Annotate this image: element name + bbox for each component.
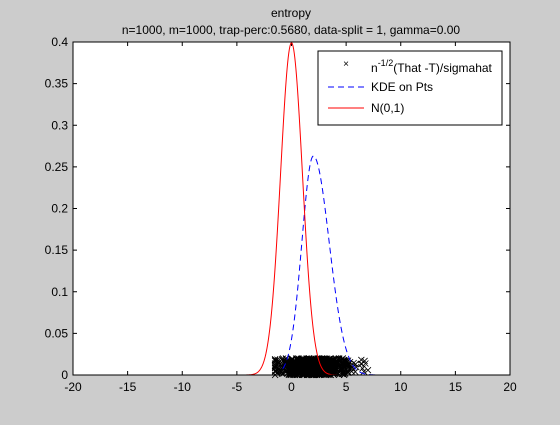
- x-tick-label: 5: [343, 380, 350, 394]
- y-tick-label: 0: [61, 368, 68, 382]
- x-tick-label: 10: [394, 380, 408, 394]
- y-tick-label: 0.35: [45, 77, 69, 91]
- x-tick-label: -20: [64, 380, 82, 394]
- y-tick-label: 0.2: [51, 202, 68, 216]
- chart-title: entropy: [271, 6, 311, 20]
- x-tick-label: 0: [288, 380, 295, 394]
- y-tick-label: 0.15: [45, 243, 69, 257]
- y-tick-label: 0.1: [51, 285, 68, 299]
- x-tick-label: -5: [232, 380, 243, 394]
- x-tick-label: 15: [449, 380, 463, 394]
- x-tick-label: -15: [119, 380, 137, 394]
- x-tick-label: -10: [174, 380, 192, 394]
- legend: × n-1/2(That -T)/sigmahat KDE on Pts N(0…: [318, 51, 502, 125]
- chart-subtitle: n=1000, m=1000, trap-perc:0.5680, data-s…: [122, 23, 461, 37]
- y-tick-label: 0.05: [45, 326, 69, 340]
- legend-marker-x: ×: [343, 59, 349, 70]
- legend-entry-normal: N(0,1): [371, 101, 404, 115]
- legend-entry-kde: KDE on Pts: [371, 80, 433, 94]
- y-tick-label: 0.3: [51, 118, 68, 132]
- y-tick-label: 0.25: [45, 160, 69, 174]
- y-tick-label: 0.4: [51, 35, 68, 49]
- x-tick-label: 20: [503, 380, 517, 394]
